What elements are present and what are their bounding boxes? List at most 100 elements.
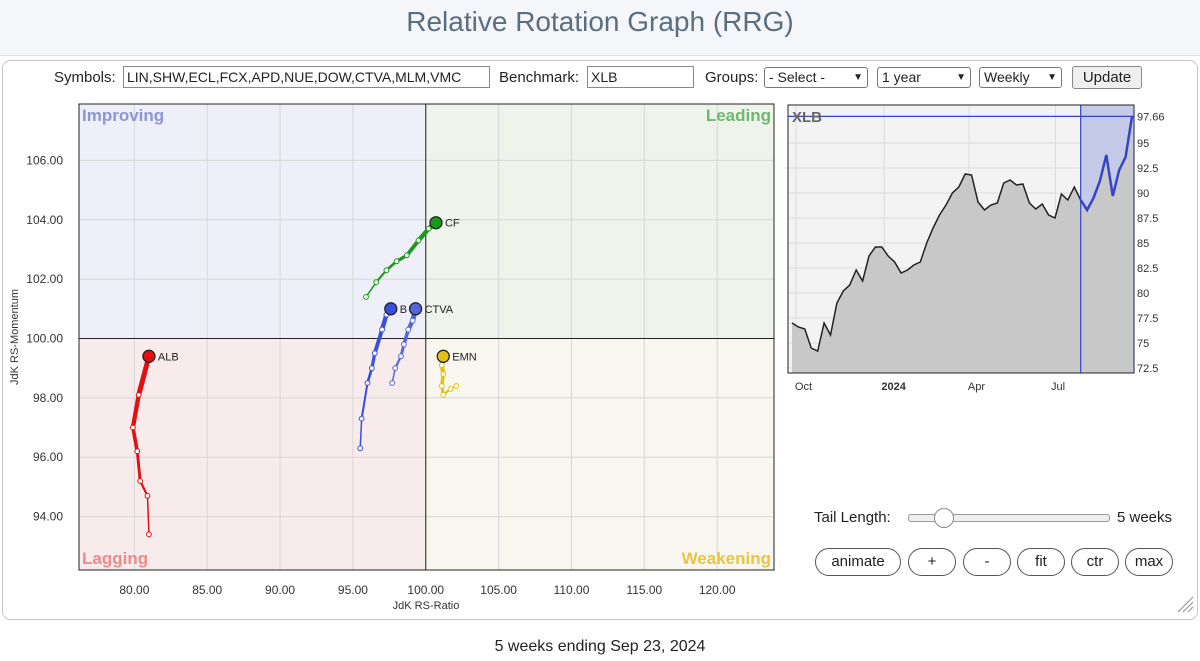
cf-tail-point [425, 225, 432, 232]
emn-tail-point [438, 362, 445, 369]
benchmark-y-tick-label: 95 [1137, 138, 1149, 150]
rrg-tails: ALB CF EMN CTVA B [130, 216, 477, 538]
alb-tail-point [146, 531, 152, 538]
groups-select-value: - Select - [769, 69, 826, 85]
benchmark-y-tick-label: 92.5 [1137, 163, 1158, 175]
tail-length-label: Tail Length: [814, 509, 891, 526]
ctva-tail-point [401, 341, 407, 348]
y-tick-label: 100.00 [26, 331, 63, 345]
x-axis-label: JdK RS-Ratio [393, 600, 460, 612]
lagging-label: Lagging [82, 549, 148, 568]
y-tick-label: 96.00 [33, 450, 63, 464]
improving-quadrant [79, 104, 426, 339]
x-tick-label: 90.00 [265, 583, 295, 597]
y-tick-label: 94.00 [33, 510, 63, 524]
frequency-select-value: Weekly [984, 69, 1030, 85]
period-select[interactable]: 1 year ▼ [877, 67, 971, 88]
y-tick-label: 104.00 [26, 213, 63, 227]
center-button[interactable]: ctr [1071, 548, 1119, 576]
y-axis-ticks: 106.00 104.00 102.00 100.00 98.00 96.00 94.00 [26, 153, 63, 523]
cf-label: CF [445, 218, 460, 230]
ctva-tail-point [392, 365, 399, 372]
b-tail-segment [372, 327, 384, 356]
y-axis-label: JdK RS-Momentum [9, 289, 21, 385]
chevron-down-icon: ▼ [853, 72, 863, 83]
title-bar [0, 0, 1200, 56]
emn-head-point [436, 349, 450, 363]
cf-tail-point [403, 252, 410, 259]
ctva-tail: CTVA [389, 302, 454, 386]
zoom-out-button[interactable]: - [963, 548, 1011, 576]
resize-handle-icon[interactable] [1174, 593, 1194, 613]
x-tick-label: 95.00 [338, 583, 368, 597]
max-button[interactable]: max [1125, 548, 1173, 576]
alb-tail-segment [135, 449, 142, 483]
benchmark-y-ticks: 97.66 95 92.5 90 87.5 85 82.5 80 77.5 75 72.5 [1137, 111, 1165, 375]
alb-head-point [142, 349, 156, 363]
benchmark-y-tick-label: 82.5 [1137, 263, 1158, 275]
frequency-select[interactable]: Weekly ▼ [979, 67, 1062, 88]
cf-tail-segment [365, 281, 377, 298]
benchmark-y-tick-label: 72.5 [1137, 363, 1158, 375]
b-tail-point [358, 415, 365, 422]
fit-button[interactable]: fit [1017, 548, 1065, 576]
benchmark-y-tick-label: 77.5 [1137, 313, 1158, 325]
benchmark-input[interactable]: XLB [587, 66, 694, 88]
b-tail-point [371, 350, 378, 357]
cf-tail-point [415, 237, 422, 244]
benchmark-x-tick-label: 2024 [881, 381, 906, 393]
alb-tail: ALB [130, 349, 179, 538]
tail-length-slider-handle[interactable] [934, 508, 954, 528]
lagging-quadrant [79, 338, 426, 570]
groups-label: Groups: [705, 69, 759, 86]
alb-label: ALB [158, 351, 179, 363]
alb-tail-segment [131, 425, 140, 454]
symbols-input[interactable]: LIN,SHW,ECL,FCX,APD,NUE,DOW,CTVA,MLM,VMC [123, 66, 490, 88]
alb-tail-point [137, 478, 144, 484]
cf-tail: CF [363, 216, 460, 300]
alb-tail-point [130, 424, 136, 431]
ctva-tail-point [409, 317, 416, 324]
groups-select[interactable]: - Select - ▼ [764, 67, 868, 88]
leading-label: Leading [706, 106, 771, 125]
emn-label: EMN [452, 351, 477, 363]
benchmark-x-tick-label: Apr [968, 381, 985, 393]
emn-tail: EMN [436, 349, 477, 398]
ctva-tail-point [398, 353, 404, 360]
weakening-quadrant [425, 338, 774, 570]
benchmark-area [792, 116, 1132, 374]
chevron-down-icon: ▼ [1047, 72, 1057, 83]
leading-quadrant [425, 104, 774, 339]
benchmark-chart: XLB 97.669592.59087.58582.58077.57572.5 … [787, 104, 1165, 393]
zoom-in-button[interactable]: + [908, 548, 956, 576]
animate-button[interactable]: animate [815, 548, 901, 576]
x-tick-label: 120.00 [699, 583, 736, 597]
update-button[interactable]: Update [1072, 66, 1142, 89]
b-tail-segment [360, 381, 369, 420]
alb-tail-point [134, 448, 141, 455]
benchmark-x-ticks: Oct 2024 Apr Jul [795, 381, 1065, 393]
emn-tail-point [438, 383, 445, 389]
x-tick-label: 110.00 [554, 583, 590, 597]
benchmark-y-tick-label: 75 [1137, 338, 1149, 350]
b-tail-point [357, 445, 364, 452]
symbols-label: Symbols: [54, 69, 116, 86]
cf-tail-segment [404, 238, 421, 258]
emn-tail-point [440, 391, 447, 398]
y-tick-label: 106.00 [26, 153, 63, 167]
b-head-point [384, 302, 398, 316]
ctva-tail-point [389, 380, 396, 386]
b-tail-point [379, 326, 385, 333]
alb-tail-point [135, 391, 142, 398]
page-title: Relative Rotation Graph (RRG) [406, 6, 794, 37]
footer-caption: 5 weeks ending Sep 23, 2024 [494, 638, 706, 655]
benchmark-line [791, 116, 1133, 353]
chevron-down-icon: ▼ [956, 72, 966, 83]
benchmark-y-tick-label: 90 [1137, 188, 1149, 200]
rrg-plot-frame [78, 103, 775, 571]
benchmark-label: Benchmark: [499, 69, 580, 86]
rrg-chart[interactable]: Improving Leading Lagging Weakening 80.0… [0, 95, 785, 620]
period-select-value: 1 year [882, 69, 921, 85]
tail-length-slider[interactable] [908, 508, 1110, 528]
ctva-head-point [408, 302, 423, 316]
